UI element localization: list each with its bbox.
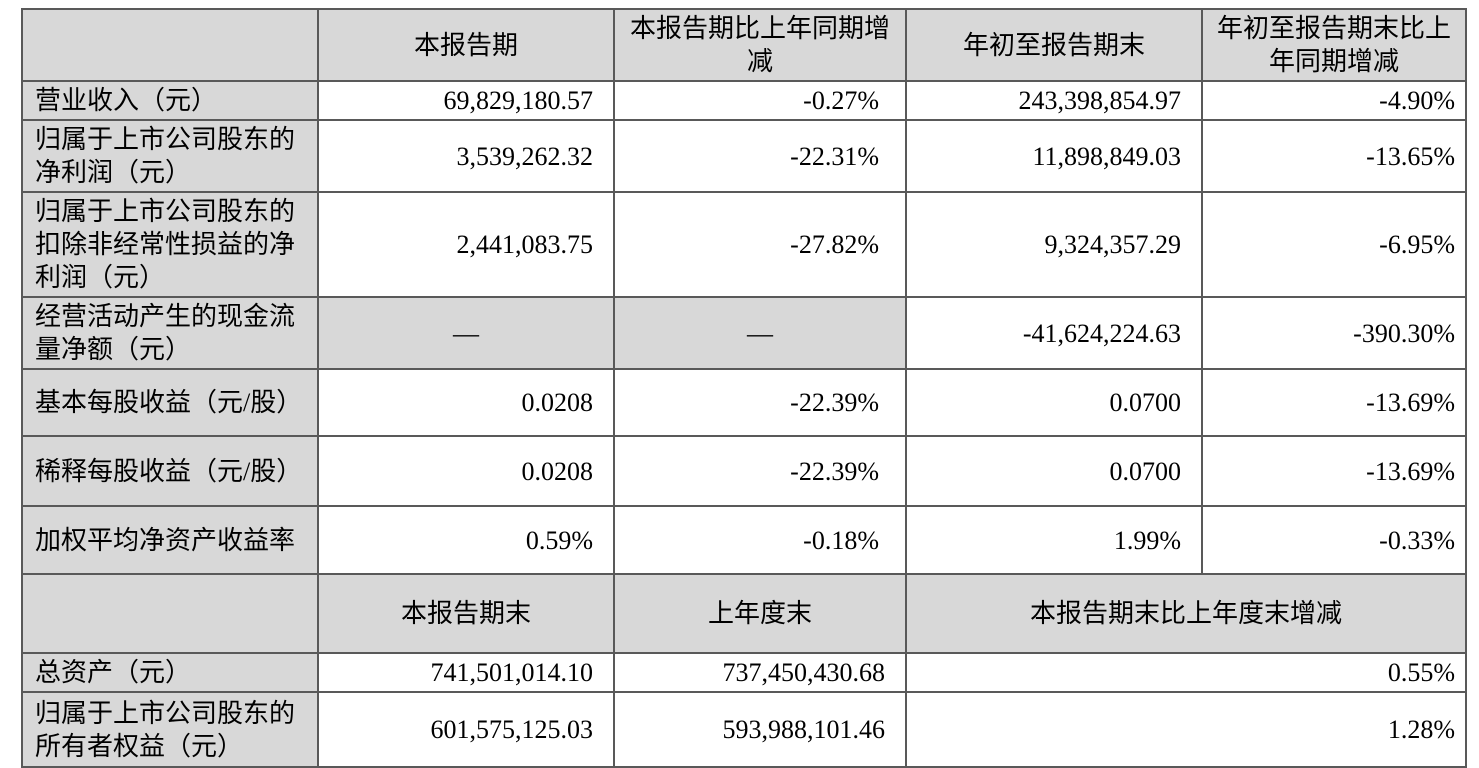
row-label: 加权平均净资产收益率 [21, 505, 319, 575]
table-row-net-profit-excl-nonrecurring: 归属于上市公司股东的扣除非经常性损益的净利润（元） 2,441,083.75 -… [21, 191, 1467, 298]
cell-value: -13.69% [1201, 368, 1467, 437]
column-header-period-end: 本报告期末 [317, 573, 615, 654]
table-row-owners-equity: 归属于上市公司股东的所有者权益（元） 601,575,125.03 593,98… [21, 691, 1467, 768]
column-header-ytd: 年初至报告期末 [905, 8, 1203, 82]
cell-value: 3,539,262.32 [317, 119, 615, 193]
table-row-total-assets: 总资产（元） 741,501,014.10 737,450,430.68 0.5… [21, 652, 1467, 693]
cell-value-empty: — [613, 296, 907, 370]
cell-value: 9,324,357.29 [905, 191, 1203, 298]
header-row-top: 本报告期 本报告期比上年同期增减 年初至报告期末 年初至报告期末比上年同期增减 [21, 8, 1467, 82]
column-header-prior-year-end: 上年度末 [613, 573, 907, 654]
cell-value: 601,575,125.03 [317, 691, 615, 768]
cell-value: 593,988,101.46 [613, 691, 907, 768]
cell-value: -4.90% [1201, 80, 1467, 121]
cell-value: 1.28% [905, 691, 1467, 768]
cell-value: 69,829,180.57 [317, 80, 615, 121]
column-header-current-period-yoy: 本报告期比上年同期增减 [613, 8, 907, 82]
cell-value: -22.31% [613, 119, 907, 193]
cell-value: 243,398,854.97 [905, 80, 1203, 121]
cell-value: 0.0208 [317, 368, 615, 437]
table-row-operating-cash-flow: 经营活动产生的现金流量净额（元） — — -41,624,224.63 -390… [21, 296, 1467, 370]
cell-value: 0.0700 [905, 435, 1203, 507]
corner-cell [21, 8, 319, 82]
table-row-net-profit: 归属于上市公司股东的净利润（元） 3,539,262.32 -22.31% 11… [21, 119, 1467, 193]
column-header-ytd-yoy: 年初至报告期末比上年同期增减 [1201, 8, 1467, 82]
cell-value: 11,898,849.03 [905, 119, 1203, 193]
cell-value: -0.27% [613, 80, 907, 121]
column-header-current-period: 本报告期 [317, 8, 615, 82]
row-label: 基本每股收益（元/股） [21, 368, 319, 437]
cell-value: 2,441,083.75 [317, 191, 615, 298]
cell-value: -0.18% [613, 505, 907, 575]
cell-value: -6.95% [1201, 191, 1467, 298]
row-label: 经营活动产生的现金流量净额（元） [21, 296, 319, 370]
row-label: 稀释每股收益（元/股） [21, 435, 319, 507]
cell-value: 737,450,430.68 [613, 652, 907, 693]
cell-value: -22.39% [613, 435, 907, 507]
corner-cell [21, 573, 319, 654]
cell-value: -0.33% [1201, 505, 1467, 575]
row-label: 归属于上市公司股东的扣除非经常性损益的净利润（元） [21, 191, 319, 298]
cell-value: -13.65% [1201, 119, 1467, 193]
cell-value: 741,501,014.10 [317, 652, 615, 693]
cell-value: -13.69% [1201, 435, 1467, 507]
cell-value: 0.55% [905, 652, 1467, 693]
cell-value-empty: — [317, 296, 615, 370]
row-label: 归属于上市公司股东的所有者权益（元） [21, 691, 319, 768]
cell-value: -390.30% [1201, 296, 1467, 370]
cell-value: 1.99% [905, 505, 1203, 575]
table-row-revenue: 营业收入（元） 69,829,180.57 -0.27% 243,398,854… [21, 80, 1467, 121]
table-row-diluted-eps: 稀释每股收益（元/股） 0.0208 -22.39% 0.0700 -13.69… [21, 435, 1467, 507]
row-label: 营业收入（元） [21, 80, 319, 121]
cell-value: -41,624,224.63 [905, 296, 1203, 370]
column-header-period-end-change: 本报告期末比上年度末增减 [905, 573, 1467, 654]
cell-value: -27.82% [613, 191, 907, 298]
row-label: 总资产（元） [21, 652, 319, 693]
header-row-bottom: 本报告期末 上年度末 本报告期末比上年度末增减 [21, 573, 1467, 654]
cell-value: 0.0700 [905, 368, 1203, 437]
table-row-basic-eps: 基本每股收益（元/股） 0.0208 -22.39% 0.0700 -13.69… [21, 368, 1467, 437]
cell-value: -22.39% [613, 368, 907, 437]
row-label: 归属于上市公司股东的净利润（元） [21, 119, 319, 193]
cell-value: 0.0208 [317, 435, 615, 507]
cell-value: 0.59% [317, 505, 615, 575]
key-financials-table: 本报告期 本报告期比上年同期增减 年初至报告期末 年初至报告期末比上年同期增减 … [21, 8, 1467, 768]
table-row-weighted-avg-roe: 加权平均净资产收益率 0.59% -0.18% 1.99% -0.33% [21, 505, 1467, 575]
